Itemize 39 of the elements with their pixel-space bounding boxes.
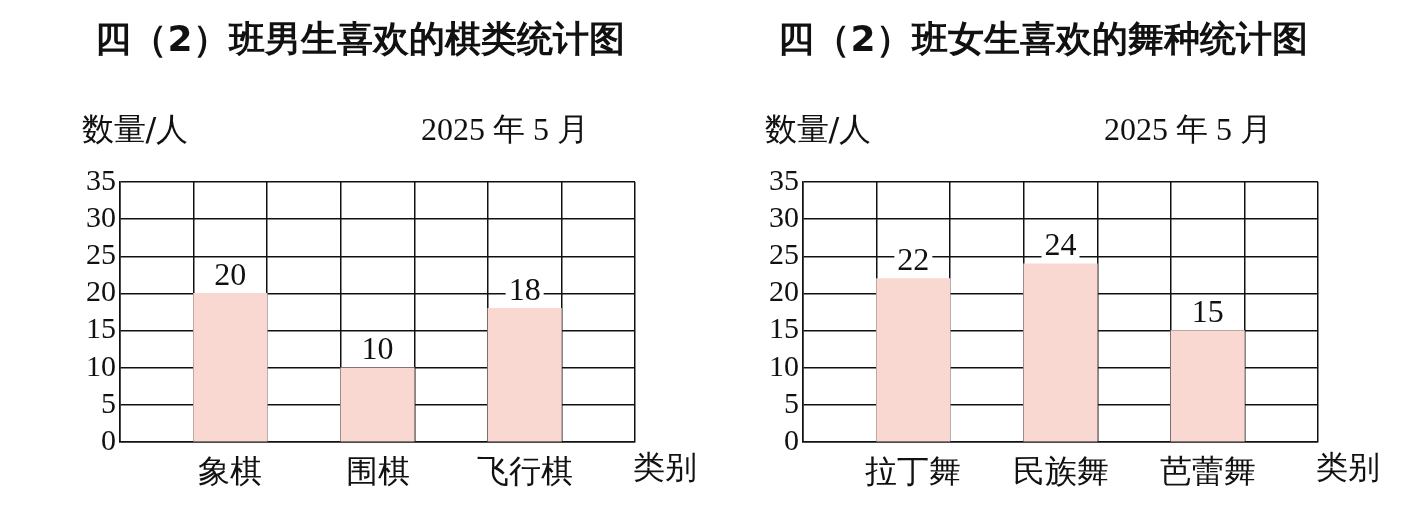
x-axis-title: 类别 (1316, 448, 1380, 487)
y-tick-label: 35 (769, 162, 799, 196)
y-tick-label: 35 (86, 162, 116, 196)
chart-title: 四（2）班男生喜欢的棋类统计图 (95, 18, 625, 60)
bar (876, 278, 951, 442)
y-tick-label: 30 (86, 200, 116, 234)
y-axis-title: 数量/人 (764, 110, 872, 149)
data-label: 22 (897, 240, 930, 277)
x-tick-label: 围棋 (345, 451, 410, 490)
y-tick-label: 10 (769, 348, 799, 382)
y-tick-label: 5 (784, 385, 799, 419)
x-tick-label: 民族舞 (1012, 451, 1109, 490)
y-tick-label: 10 (86, 348, 116, 382)
chart-subtitle: 2025 年 5 月 (421, 111, 589, 148)
y-tick-label: 0 (101, 422, 116, 456)
x-axis-title: 类别 (633, 448, 697, 487)
bar (1023, 263, 1098, 442)
y-tick-label: 0 (784, 422, 799, 456)
data-label: 24 (1044, 226, 1077, 263)
data-label: 20 (214, 255, 247, 292)
x-tick-label: 飞行棋 (476, 451, 573, 490)
x-tick-label: 拉丁舞 (865, 451, 962, 490)
y-tick-label: 20 (769, 274, 799, 308)
data-label: 10 (361, 330, 394, 367)
y-tick-label: 25 (769, 237, 799, 271)
data-label: 18 (508, 270, 541, 307)
x-tick-label: 芭蕾舞 (1159, 451, 1256, 490)
y-tick-label: 5 (101, 385, 116, 419)
x-tick-label: 象棋 (198, 451, 263, 490)
y-axis-title: 数量/人 (81, 110, 189, 149)
y-tick-label: 30 (769, 200, 799, 234)
bar (487, 307, 562, 442)
chart-title: 四（2）班女生喜欢的舞种统计图 (778, 18, 1308, 60)
data-label: 15 (1191, 292, 1224, 329)
y-tick-label: 25 (86, 237, 116, 271)
y-tick-label: 20 (86, 274, 116, 308)
y-tick-label: 15 (86, 311, 116, 345)
y-tick-label: 15 (769, 311, 799, 345)
chart-subtitle: 2025 年 5 月 (1104, 111, 1272, 148)
